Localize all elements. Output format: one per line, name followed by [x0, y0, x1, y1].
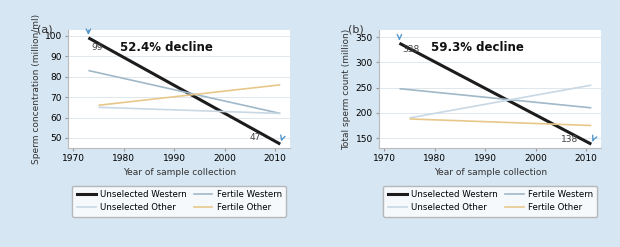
Text: 138: 138	[561, 135, 578, 144]
X-axis label: Year of sample collection: Year of sample collection	[434, 168, 547, 177]
Text: 52.4% decline: 52.4% decline	[120, 41, 213, 55]
Y-axis label: Sperm concentration (million/ml): Sperm concentration (million/ml)	[32, 14, 40, 164]
Text: 338: 338	[402, 44, 419, 54]
Legend: Unselected Western, Unselected Other, Fertile Western, Fertile Other: Unselected Western, Unselected Other, Fe…	[73, 186, 286, 217]
X-axis label: Year of sample collection: Year of sample collection	[123, 168, 236, 177]
Text: 47: 47	[250, 133, 262, 142]
Text: (b): (b)	[348, 25, 364, 35]
Text: (a): (a)	[37, 25, 53, 35]
Y-axis label: Total sperm count (million): Total sperm count (million)	[343, 28, 352, 149]
Text: 99: 99	[91, 43, 102, 52]
Legend: Unselected Western, Unselected Other, Fertile Western, Fertile Other: Unselected Western, Unselected Other, Fe…	[383, 186, 597, 217]
Text: 59.3% decline: 59.3% decline	[430, 41, 523, 55]
